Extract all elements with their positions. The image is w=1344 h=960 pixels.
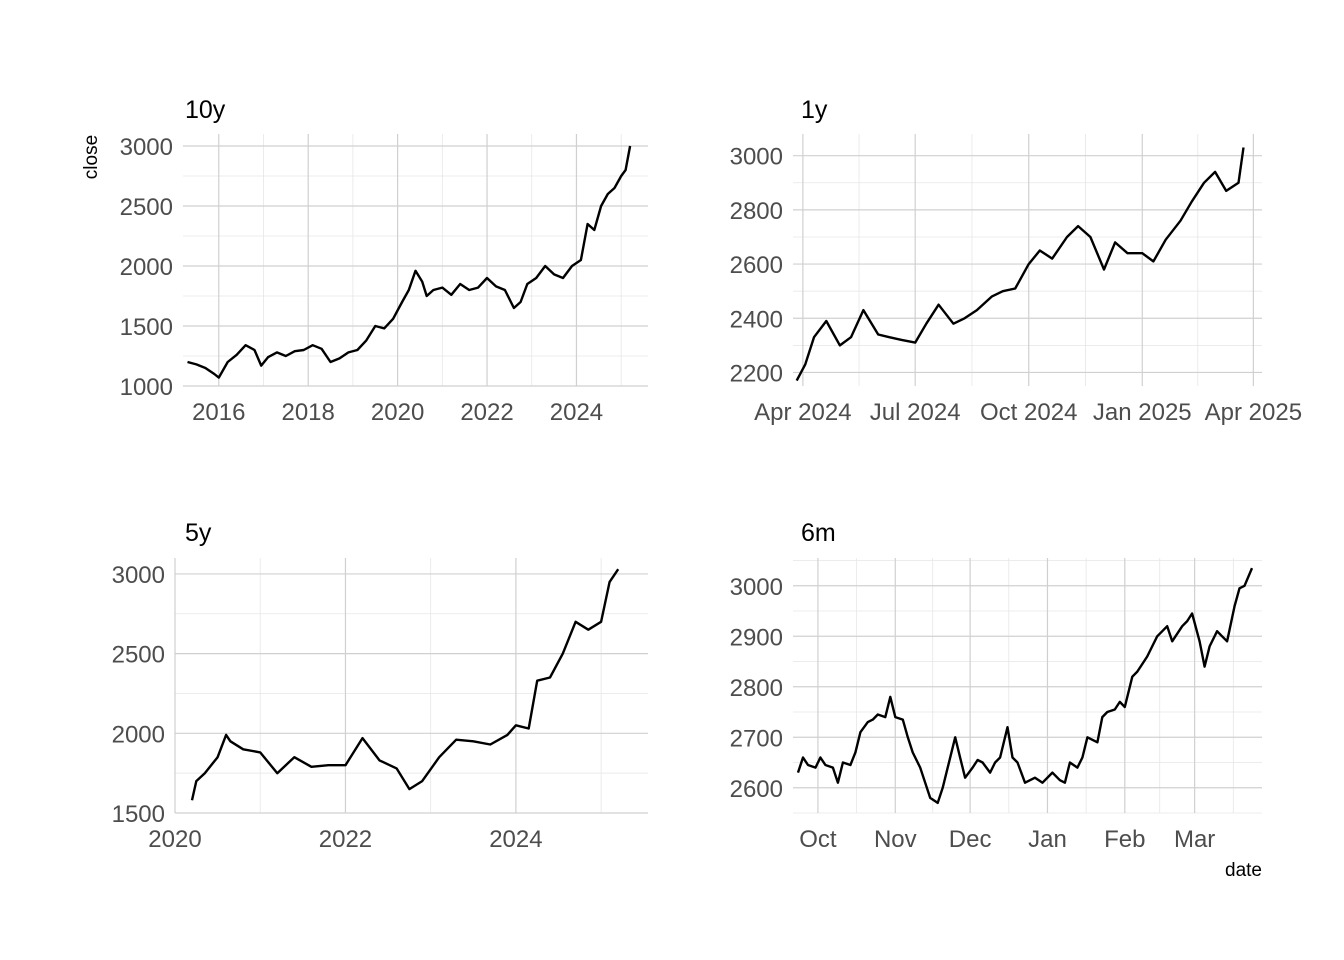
x-tick-label: Mar [1174, 826, 1215, 853]
y-tick-label: 2600 [730, 776, 783, 803]
y-tick-label: 2900 [730, 624, 783, 651]
x-tick-label: 2020 [371, 399, 424, 426]
y-tick-label: 3000 [730, 144, 783, 171]
y-tick-label: 2500 [120, 194, 173, 221]
x-tick-label: Feb [1104, 826, 1145, 853]
y-tick-label: 3000 [120, 134, 173, 161]
six-month-title: 6m [801, 519, 836, 547]
y-tick-label: 2400 [730, 306, 783, 333]
five-year-panel: 2020 2022 2024 1500 2000 2500 3000 5y [112, 519, 648, 853]
one-year-close-line [795, 147, 1245, 382]
ten-year-close-line [187, 145, 632, 379]
one-year-title: 1y [801, 96, 828, 124]
six-month-close-line [796, 567, 1254, 805]
x-tick-label: Oct 2024 [980, 399, 1077, 426]
y-tick-label: 2500 [112, 642, 165, 669]
x-tick-label: 2020 [148, 826, 201, 853]
five-year-title: 5y [185, 519, 212, 547]
x-tick-label: 2022 [460, 399, 513, 426]
x-tick-label: 2024 [489, 826, 542, 853]
x-tick-label: 2024 [550, 399, 603, 426]
y-tick-label: 2000 [112, 721, 165, 748]
x-tick-label: Jan [1028, 826, 1067, 853]
y-tick-label: 2800 [730, 198, 783, 225]
x-tick-label: Jul 2024 [870, 399, 961, 426]
y-tick-label: 3000 [112, 562, 165, 589]
y-tick-label: 1500 [120, 314, 173, 341]
x-tick-label: Dec [949, 826, 992, 853]
six-month-panel: Oct Nov Dec Jan Feb Mar 2600 2700 2800 2900 3000 6m… [730, 519, 1262, 881]
x-tick-label: Apr 2025 [1205, 399, 1302, 426]
x-tick-label: Nov [874, 826, 917, 853]
x-tick-label: Apr 2024 [754, 399, 851, 426]
x-tick-label: Jan 2025 [1093, 399, 1192, 426]
five-year-close-line [190, 568, 620, 801]
y-tick-label: 2800 [730, 675, 783, 702]
ten-year-panel: 2016 2018 2020 2022 2024 1000 1500 2000 2500 3000… [81, 96, 648, 426]
ten-year-title: 10y [185, 96, 226, 124]
one-year-panel: Apr 2024 Jul 2024 Oct 2024 Jan 2025 Apr 2025… [730, 96, 1302, 426]
x-axis-label: date [1225, 860, 1262, 881]
y-tick-label: 1500 [112, 801, 165, 828]
y-tick-label: 1000 [120, 374, 173, 401]
y-tick-label: 2200 [730, 360, 783, 387]
x-tick-label: 2022 [319, 826, 372, 853]
y-axis-label: close [81, 135, 102, 179]
y-tick-label: 2600 [730, 252, 783, 279]
x-tick-label: 2016 [192, 399, 245, 426]
x-tick-label: Oct [799, 826, 837, 853]
x-tick-label: 2018 [281, 399, 334, 426]
y-tick-label: 3000 [730, 574, 783, 601]
y-tick-label: 2000 [120, 254, 173, 281]
y-tick-label: 2700 [730, 725, 783, 752]
